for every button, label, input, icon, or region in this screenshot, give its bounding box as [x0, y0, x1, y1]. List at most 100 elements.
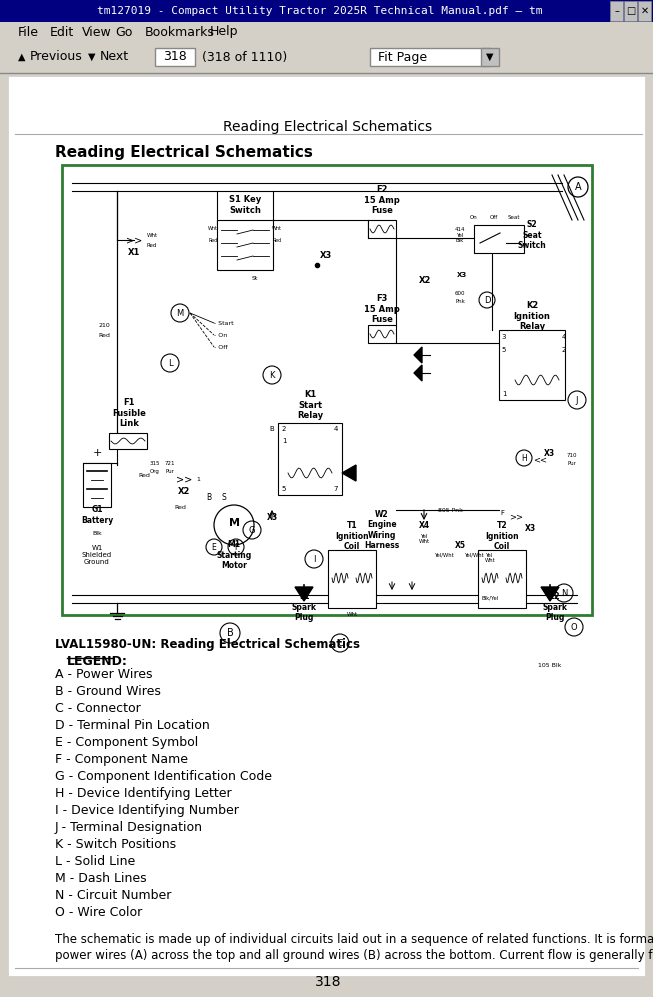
Bar	[499, 330, 565, 400]
Text: 600: 600	[454, 290, 465, 295]
Text: Yel
Wht: Yel Wht	[485, 552, 496, 563]
Text: W1
Shielded
Ground: W1 Shielded Ground	[82, 545, 112, 565]
Text: - Off: - Off	[214, 345, 227, 350]
Text: >>: >>	[126, 235, 142, 245]
Text: X4: X4	[419, 520, 430, 529]
Text: LEGEND:: LEGEND:	[67, 655, 128, 668]
Text: Seat: Seat	[508, 214, 520, 219]
Text: F: F	[500, 510, 504, 516]
Text: Yel/Wht: Yel/Wht	[465, 552, 485, 557]
Text: K: K	[269, 371, 275, 380]
Text: X2: X2	[419, 275, 431, 284]
Text: Wht: Wht	[347, 611, 358, 616]
Text: G1
Battery: G1 Battery	[81, 505, 113, 524]
Text: 1: 1	[281, 438, 286, 444]
Text: E - Component Symbol: E - Component Symbol	[55, 736, 199, 749]
Text: Blk: Blk	[92, 530, 102, 535]
Text: C: C	[337, 638, 343, 647]
Bar	[155, 48, 195, 66]
Text: S: S	[221, 493, 227, 501]
Text: A - Power Wires: A - Power Wires	[55, 668, 153, 681]
Text: B - Ground Wires: B - Ground Wires	[55, 685, 161, 698]
Bar	[62, 165, 592, 615]
Text: M1
Starting
Motor: M1 Starting Motor	[216, 540, 251, 570]
Text: Pur: Pur	[166, 469, 174, 474]
Text: 3: 3	[502, 334, 506, 340]
Text: Red: Red	[272, 237, 281, 242]
Text: Next: Next	[100, 51, 129, 64]
Bar	[0, 0, 653, 22]
Text: Org: Org	[150, 469, 160, 474]
Bar	[109, 433, 147, 449]
Text: +: +	[92, 448, 102, 458]
Text: X1: X1	[128, 247, 140, 256]
Bar	[638, 1, 651, 21]
Bar	[0, 22, 653, 42]
Text: 315: 315	[150, 461, 160, 466]
Text: T2
Ignition
Coil: T2 Ignition Coil	[485, 521, 519, 551]
Text: (318 of 1110): (318 of 1110)	[202, 51, 287, 64]
Polygon shape	[295, 587, 313, 601]
Text: Bookmarks: Bookmarks	[145, 26, 215, 39]
Text: B: B	[270, 426, 274, 432]
Text: 7: 7	[334, 486, 338, 492]
Text: Fit Page: Fit Page	[378, 51, 427, 64]
Text: Red: Red	[147, 242, 157, 247]
Bar	[0, 42, 653, 72]
Bar	[278, 423, 342, 495]
Text: Wht: Wht	[272, 225, 282, 230]
Text: 4: 4	[334, 426, 338, 432]
Text: Reading Electrical Schematics: Reading Electrical Schematics	[55, 145, 313, 160]
Text: Red: Red	[208, 237, 217, 242]
Text: E2
Spark
Plug: E2 Spark Plug	[543, 592, 567, 622]
Text: Off: Off	[490, 214, 498, 219]
Text: 721: 721	[165, 461, 175, 466]
Text: G: G	[249, 525, 255, 534]
Text: H - Device Identifying Letter: H - Device Identifying Letter	[55, 787, 232, 800]
Text: A: A	[575, 182, 581, 192]
Text: - Start: - Start	[214, 320, 234, 325]
Text: M: M	[229, 518, 240, 528]
Text: tm127019 - Compact Utility Tractor 2025R Technical Manual.pdf — tm: tm127019 - Compact Utility Tractor 2025R…	[97, 6, 543, 16]
Text: X3: X3	[266, 512, 278, 521]
Text: >>: >>	[509, 512, 523, 521]
Text: Yel
Wht: Yel Wht	[419, 533, 430, 544]
Text: 5: 5	[502, 347, 506, 353]
Text: 318: 318	[315, 975, 342, 989]
Text: K1
Start
Relay: K1 Start Relay	[297, 390, 323, 420]
Text: S2
Seat
Switch: S2 Seat Switch	[518, 220, 547, 250]
Text: File: File	[18, 26, 39, 39]
Text: F - Component Name: F - Component Name	[55, 753, 188, 766]
Text: Red: Red	[174, 504, 186, 509]
Text: X5: X5	[454, 540, 466, 549]
Bar	[368, 220, 396, 238]
Text: 4: 4	[562, 334, 566, 340]
Text: Help: Help	[210, 26, 238, 39]
Text: N: N	[561, 588, 567, 597]
Text: Red: Red	[98, 333, 110, 338]
Text: B: B	[227, 628, 233, 638]
Text: 710: 710	[567, 453, 577, 458]
Text: 105 Blk: 105 Blk	[538, 662, 562, 668]
Text: O: O	[571, 622, 577, 631]
Text: Go: Go	[115, 26, 133, 39]
Text: On: On	[470, 214, 478, 219]
Text: ▼: ▼	[88, 52, 95, 62]
Text: I - Device Identifying Number: I - Device Identifying Number	[55, 804, 239, 817]
Text: X3: X3	[524, 523, 535, 532]
Text: D: D	[484, 295, 490, 304]
Text: L: L	[168, 359, 172, 368]
Text: Red: Red	[138, 473, 150, 478]
Text: ▼: ▼	[486, 52, 494, 62]
Text: I: I	[313, 554, 315, 563]
Text: Blk/Yel: Blk/Yel	[481, 595, 499, 600]
Text: LVAL15980-UN: Reading Electrical Schematics: LVAL15980-UN: Reading Electrical Schemat…	[55, 638, 360, 651]
Bar	[474, 225, 524, 253]
Text: 1: 1	[502, 391, 506, 397]
Text: E: E	[212, 542, 216, 551]
Polygon shape	[541, 587, 559, 601]
Text: 2: 2	[282, 426, 286, 432]
Text: O - Wire Color: O - Wire Color	[55, 906, 142, 919]
Text: D - Terminal Pin Location: D - Terminal Pin Location	[55, 719, 210, 732]
Text: K - Switch Positions: K - Switch Positions	[55, 838, 176, 851]
